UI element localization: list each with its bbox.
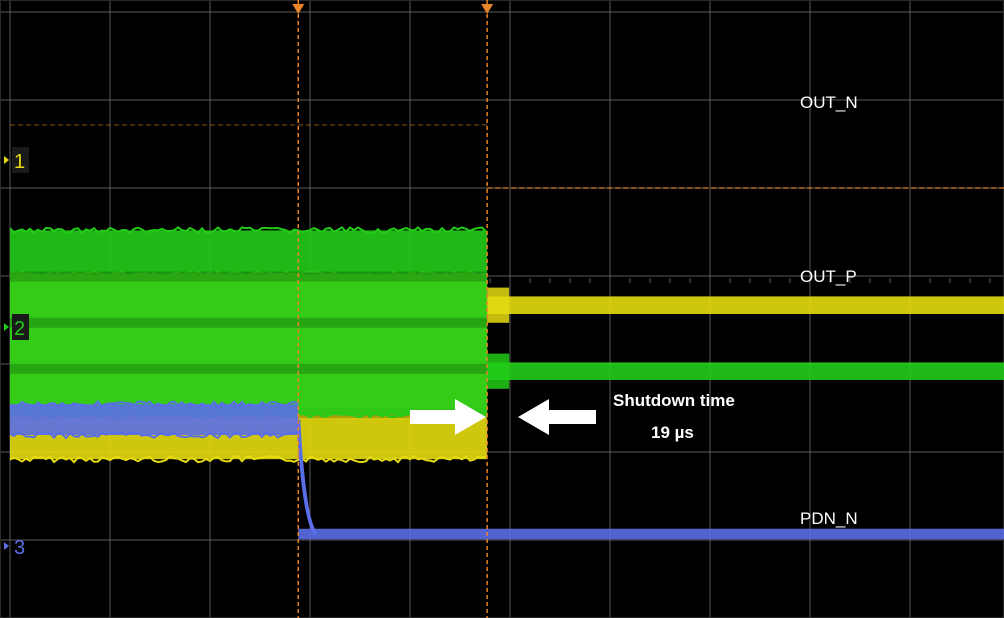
trace-pdn-n-edge-top <box>9 399 299 409</box>
channel-pointer-icon <box>4 323 9 331</box>
cursors <box>10 0 1004 618</box>
channel-markers: 1 2 3 <box>4 147 29 559</box>
channel-marker-2: 2 <box>4 314 29 340</box>
trace-label-out-n: OUT_N <box>800 93 858 112</box>
trace-pdn-n <box>9 399 1004 540</box>
channel-marker-3: 3 <box>4 537 25 559</box>
channel-pointer-icon <box>4 156 9 164</box>
trace-out-p-edge-top <box>9 226 487 235</box>
trace-pdn-n-envelope-after <box>298 528 1004 540</box>
trace-label-out-p: OUT_P <box>800 267 857 286</box>
trigger-markers <box>292 4 494 14</box>
trace-out-n-edge-bottom <box>9 455 487 464</box>
traces <box>9 226 1004 540</box>
trace-out-p-band <box>10 364 488 374</box>
trigger-marker-icon <box>481 4 494 14</box>
channel-marker-label: 2 <box>14 318 25 340</box>
annotation-shutdown-time: Shutdown time <box>613 391 735 410</box>
trace-out-p-envelope-before <box>10 230 488 416</box>
trace-out-p-envelope-after <box>487 362 1004 380</box>
trace-out-p <box>9 226 1004 420</box>
right-arrow-icon <box>410 399 486 435</box>
trace-pdn-n-edge-bottom <box>9 430 299 440</box>
left-arrow-icon <box>518 399 596 435</box>
trace-out-p-band <box>10 271 488 282</box>
trace-label-pdn-n: PDN_N <box>800 509 858 528</box>
annotation-shutdown-value: 19 µs <box>651 423 694 442</box>
channel-marker-box <box>12 314 29 340</box>
channel-pointer-icon <box>4 542 9 550</box>
trigger-marker-icon <box>292 4 305 14</box>
channel-marker-1: 1 <box>4 147 29 173</box>
channel-marker-label: 3 <box>14 537 25 559</box>
channel-marker-label: 1 <box>14 151 25 173</box>
trace-out-n-envelope-after <box>487 296 1004 314</box>
trace-out-p-band <box>10 317 488 328</box>
channel-marker-box <box>12 147 29 173</box>
trace-pdn-n-envelope-before <box>10 404 299 435</box>
